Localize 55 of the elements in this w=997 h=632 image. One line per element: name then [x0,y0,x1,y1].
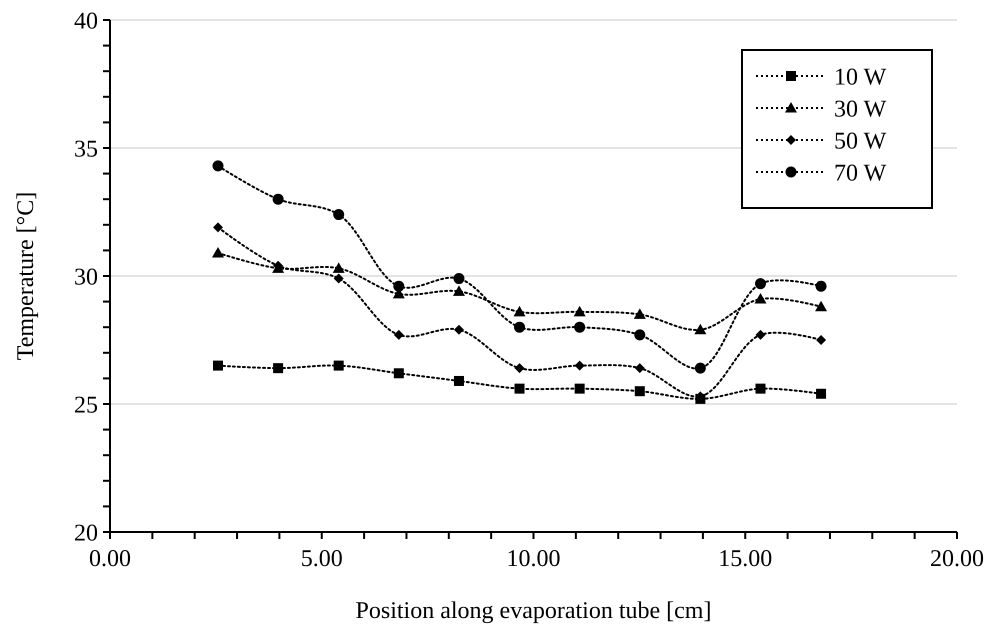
point [272,194,284,205]
point [454,376,464,386]
point [754,293,766,304]
point [514,363,525,374]
point [816,388,826,399]
y-tick-label: 35 [74,136,98,162]
y-axis-title: Temperature [°C] [13,192,39,360]
point [694,324,706,334]
point [755,384,766,394]
point [816,335,826,345]
x-axis-title: Position along evaporation tube [cm] [356,598,712,624]
point [212,360,223,371]
point [212,160,224,172]
point [393,280,404,292]
x-tick-label: 5.00 [300,546,343,572]
point [394,368,404,378]
point [514,384,525,394]
point [815,300,828,312]
point [634,308,646,319]
y-tick-label: 20 [74,520,98,546]
point [634,329,646,340]
y-tick-label: 40 [74,8,98,34]
point [212,246,224,258]
x-tick-label: 10.00 [506,546,560,572]
point [452,285,465,296]
x-tick-label: 20.00 [930,546,984,572]
y-tick-label: 30 [74,264,98,290]
legend-label: 50 W [834,128,887,154]
x-tick-label: 0.00 [89,546,131,572]
point [332,262,345,273]
point [634,386,645,396]
legend-label: 70 W [834,160,887,186]
point [574,322,586,333]
point [454,324,464,335]
point [394,330,404,340]
point [574,384,585,394]
point [212,222,223,232]
point [634,363,645,374]
point [755,330,766,340]
point [334,274,344,284]
point [333,209,344,220]
legend-label: 30 W [834,96,887,122]
point [574,360,585,371]
point [453,273,464,284]
point [273,363,284,374]
x-tick-label: 15.00 [718,546,772,572]
point [514,322,526,333]
y-tick-label: 25 [74,392,98,418]
point [574,306,586,316]
point [694,362,706,374]
point [514,306,526,316]
point [754,278,766,290]
point [334,360,344,371]
point [816,280,827,292]
legend-label: 10 W [834,64,887,90]
